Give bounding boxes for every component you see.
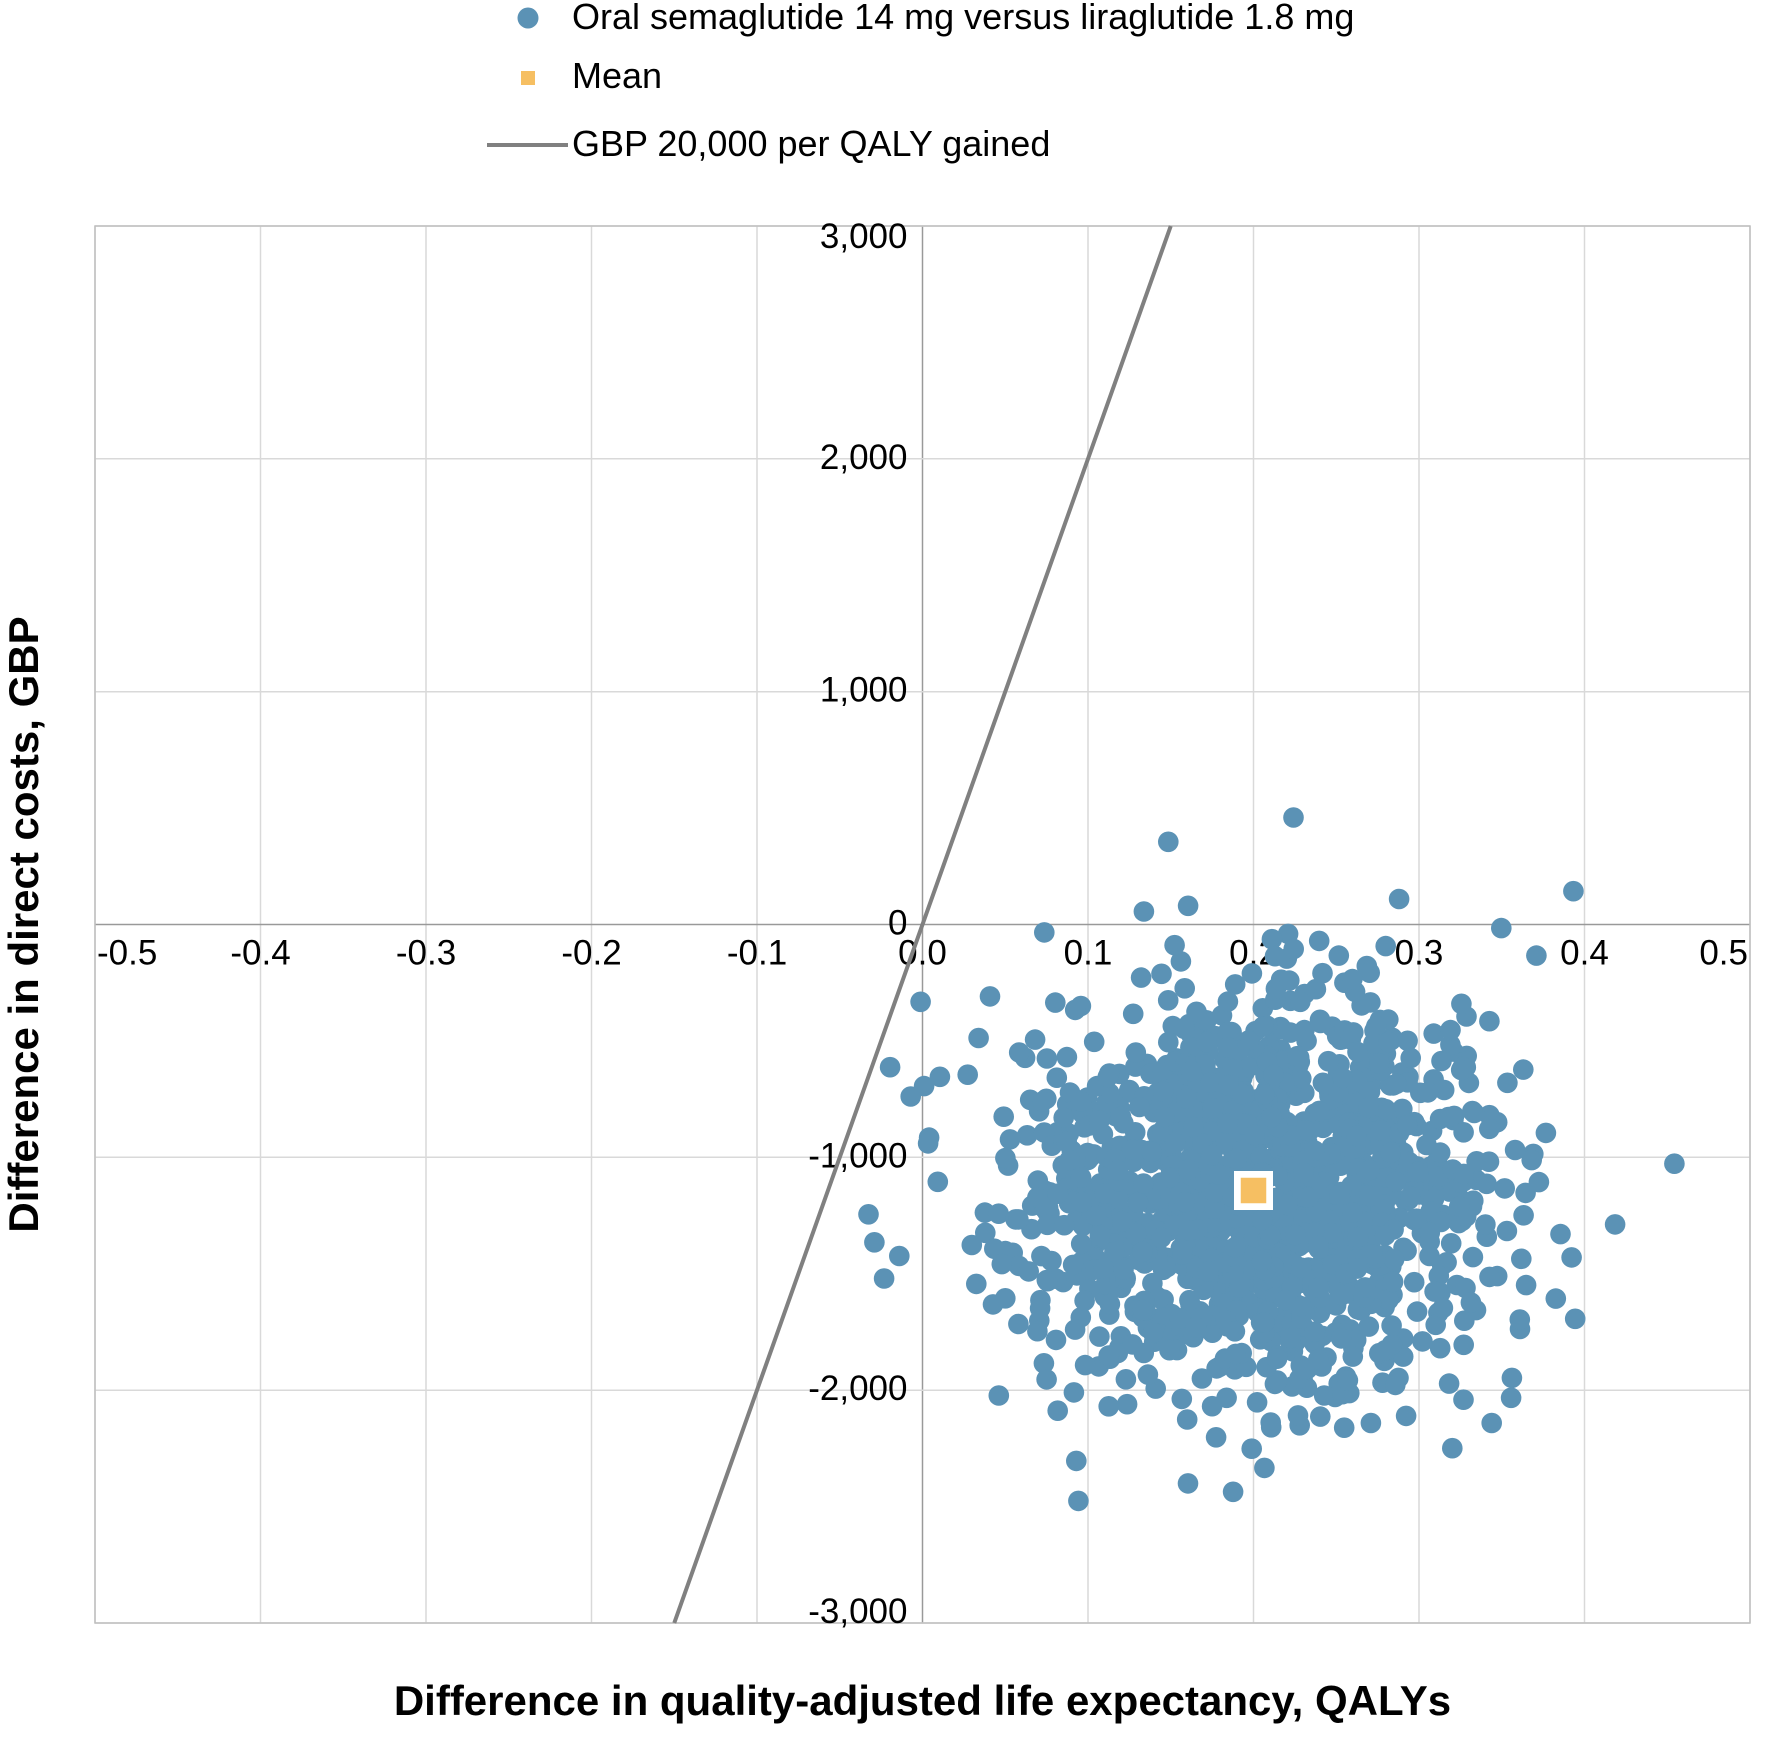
svg-text:2,000: 2,000 [820, 438, 908, 477]
svg-text:1,000: 1,000 [820, 671, 908, 710]
svg-text:Difference in quality-adjusted: Difference in quality-adjusted life expe… [394, 1677, 1451, 1724]
svg-text:-3,000: -3,000 [808, 1592, 907, 1631]
svg-text:0.1: 0.1 [1064, 934, 1113, 973]
svg-text:-2,000: -2,000 [808, 1369, 907, 1408]
svg-text:GBP 20,000 per QALY gained: GBP 20,000 per QALY gained [572, 123, 1050, 164]
svg-text:Oral semaglutide 14 mg versus: Oral semaglutide 14 mg versus liraglutid… [572, 0, 1354, 37]
svg-text:0: 0 [888, 904, 907, 943]
svg-text:Difference in direct costs, GB: Difference in direct costs, GBP [0, 616, 47, 1232]
svg-text:-0.1: -0.1 [727, 934, 787, 973]
svg-text:0.3: 0.3 [1395, 934, 1444, 973]
svg-text:-0.3: -0.3 [396, 934, 456, 973]
svg-text:0.5: 0.5 [1699, 934, 1748, 973]
svg-text:3,000: 3,000 [820, 217, 908, 256]
svg-text:0.4: 0.4 [1560, 934, 1609, 973]
svg-text:-0.2: -0.2 [561, 934, 621, 973]
svg-text:Mean: Mean [572, 55, 662, 96]
svg-text:-0.4: -0.4 [230, 934, 290, 973]
svg-text:-1,000: -1,000 [808, 1136, 907, 1175]
svg-text:-0.5: -0.5 [97, 934, 157, 973]
